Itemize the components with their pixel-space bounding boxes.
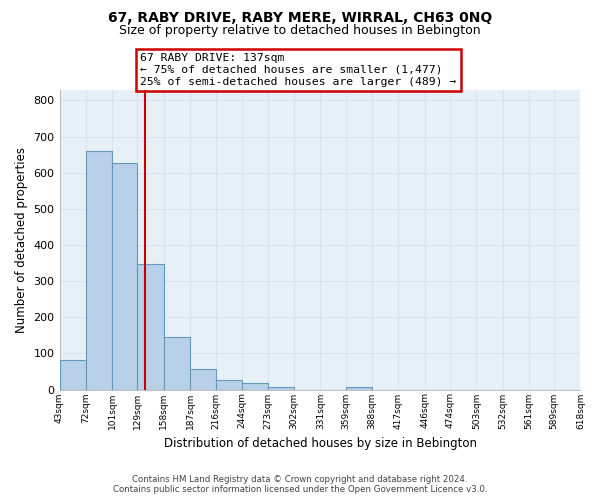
Text: 67 RABY DRIVE: 137sqm
← 75% of detached houses are smaller (1,477)
25% of semi-d: 67 RABY DRIVE: 137sqm ← 75% of detached … (140, 54, 457, 86)
Bar (59, 360, 86, 390)
Text: 67, RABY DRIVE, RABY MERE, WIRRAL, CH63 0NQ: 67, RABY DRIVE, RABY MERE, WIRRAL, CH63 … (108, 11, 492, 25)
Bar (190, 369, 216, 390)
Text: Contains HM Land Registry data © Crown copyright and database right 2024.
Contai: Contains HM Land Registry data © Crown c… (113, 474, 487, 494)
Bar (137, 264, 164, 390)
Bar (86, 150, 112, 390)
Y-axis label: Number of detached properties: Number of detached properties (15, 146, 28, 332)
Bar (346, 387, 372, 390)
Bar (242, 383, 268, 390)
Bar (268, 386, 294, 390)
Text: Size of property relative to detached houses in Bebington: Size of property relative to detached ho… (119, 24, 481, 37)
Bar (216, 380, 242, 390)
X-axis label: Distribution of detached houses by size in Bebington: Distribution of detached houses by size … (164, 437, 476, 450)
Bar (164, 336, 190, 390)
Bar (112, 163, 137, 390)
